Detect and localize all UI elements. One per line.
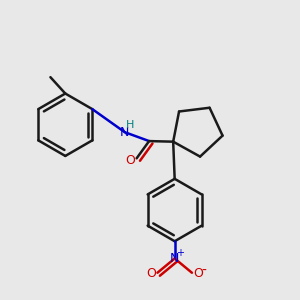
Text: O: O [146, 267, 156, 280]
Text: O: O [194, 267, 203, 280]
Text: O: O [126, 154, 136, 167]
Text: +: + [176, 248, 184, 258]
Text: -: - [201, 264, 206, 278]
Text: H: H [126, 120, 134, 130]
Text: N: N [170, 252, 179, 265]
Text: N: N [120, 126, 129, 139]
